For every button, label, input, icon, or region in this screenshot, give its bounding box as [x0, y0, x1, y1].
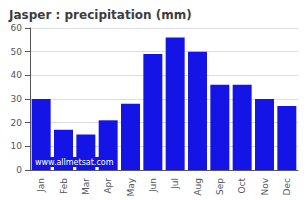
svg-text:Jun: Jun [148, 178, 158, 193]
svg-text:Jan: Jan [36, 178, 46, 193]
svg-text:Aug: Aug [193, 178, 203, 196]
svg-text:10: 10 [11, 141, 23, 151]
svg-text:Mar: Mar [81, 178, 91, 195]
svg-text:20: 20 [11, 118, 23, 128]
svg-text:Nov: Nov [260, 177, 270, 195]
svg-text:Apr: Apr [103, 178, 113, 194]
svg-text:Sep: Sep [215, 178, 225, 195]
svg-text:Oct: Oct [237, 178, 247, 194]
svg-text:Jasper : precipitation (mm): Jasper : precipitation (mm) [8, 8, 192, 22]
svg-text:May: May [126, 177, 136, 196]
svg-text:www.allmetsat.com: www.allmetsat.com [35, 158, 114, 167]
svg-text:Dec: Dec [282, 178, 292, 195]
svg-text:30: 30 [11, 94, 23, 104]
svg-text:Jul: Jul [170, 178, 180, 190]
svg-text:0: 0 [16, 165, 22, 175]
svg-text:60: 60 [11, 23, 23, 33]
svg-text:Feb: Feb [59, 178, 69, 194]
svg-text:50: 50 [11, 47, 23, 57]
svg-text:40: 40 [11, 70, 23, 80]
